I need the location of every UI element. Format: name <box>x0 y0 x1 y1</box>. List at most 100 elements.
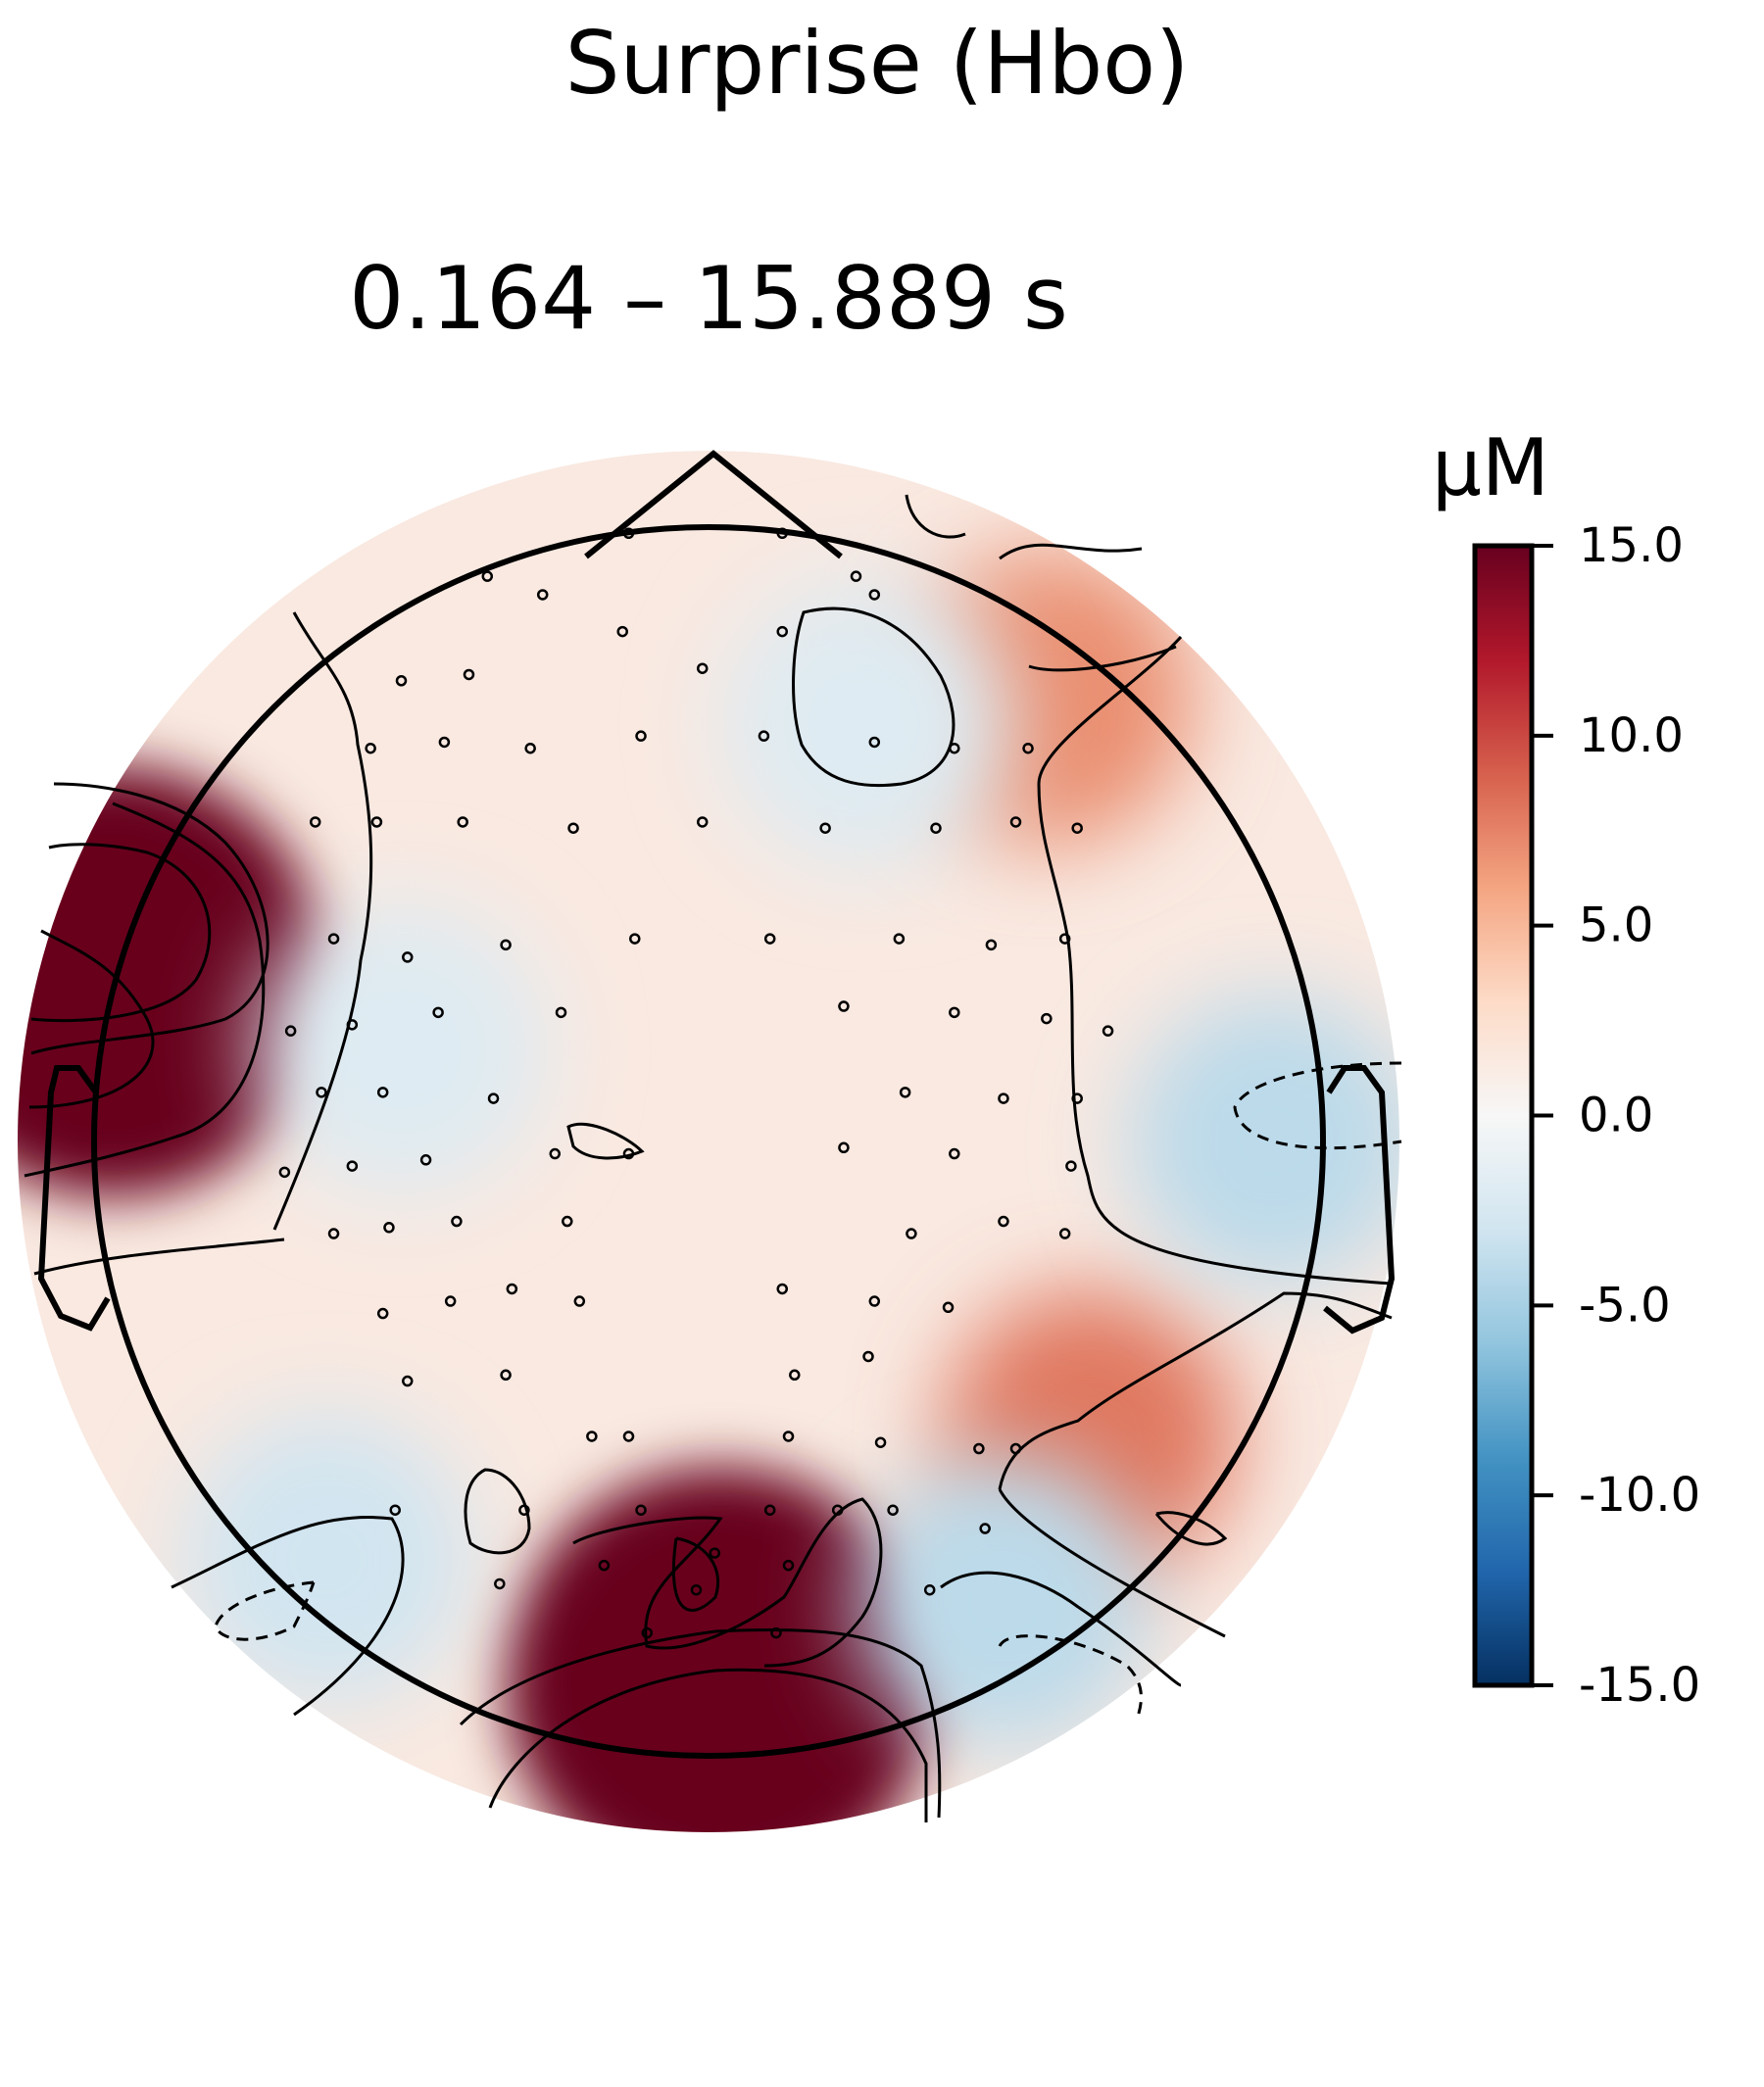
contour-line <box>33 1238 285 1276</box>
sensor-marker <box>949 1147 960 1160</box>
sensor-marker <box>998 1092 1009 1104</box>
colorbar-label: µM <box>1432 422 1549 513</box>
sensor-marker <box>438 736 451 749</box>
sensor-marker <box>868 589 881 601</box>
sensor-marker <box>1009 1442 1022 1455</box>
head-right-ear <box>1323 1065 1396 1335</box>
sensor-marker <box>598 1559 611 1572</box>
sensor-marker <box>1058 1228 1071 1239</box>
sensor-marker <box>500 1369 512 1382</box>
contour-line <box>566 1122 645 1160</box>
colorbar-tick-label: 15.0 <box>1579 518 1684 573</box>
sensor-marker <box>838 1141 850 1154</box>
sensor-marker <box>419 1154 432 1166</box>
sensor-marker <box>789 1369 801 1382</box>
sensor-marker <box>536 589 549 601</box>
sensor-marker <box>481 570 494 582</box>
sensors <box>278 527 1114 1639</box>
sensor-marker <box>365 742 376 754</box>
sensor-marker <box>327 1228 340 1239</box>
sensor-marker <box>998 1215 1009 1228</box>
colorbar: µM -15.0 -10.0 -5.0 0.0 5.0 10.0 15.0 <box>1432 422 1700 1713</box>
colorbar-tick-label: 0.0 <box>1579 1089 1653 1143</box>
sensor-marker <box>782 1431 795 1442</box>
sensor-marker <box>893 933 906 945</box>
sensor-marker <box>831 1504 844 1516</box>
sensor-marker <box>1071 1092 1083 1104</box>
sensor-marker <box>949 742 960 754</box>
contour-line <box>572 1497 883 1668</box>
sensor-marker <box>782 1559 795 1572</box>
heat-region-occipital-peak <box>505 1466 937 1832</box>
sensor-marker <box>776 1283 788 1295</box>
sensor-marker <box>985 939 998 951</box>
sensor-marker <box>500 939 512 951</box>
contour-line <box>1037 635 1393 1286</box>
heat-region-left-central-negative <box>254 901 549 1196</box>
colorbar-ticks: -15.0 -10.0 -5.0 0.0 5.0 10.0 15.0 <box>1532 518 1700 1713</box>
sensor-marker <box>346 1019 359 1031</box>
sensor-marker <box>562 1215 573 1228</box>
sensor-marker <box>622 1147 635 1160</box>
sensor-marker <box>641 1626 654 1639</box>
sensor-marker <box>1041 1012 1053 1025</box>
contour-line <box>1233 1061 1402 1150</box>
head-nose <box>584 450 843 559</box>
topomap-heat <box>18 451 1399 1832</box>
head-circle <box>91 524 1326 1759</box>
sensor-marker <box>709 1547 721 1559</box>
sensor-marker <box>770 1626 782 1639</box>
contour-line <box>998 1291 1393 1490</box>
heat-region-right-temporal-negative <box>1126 995 1399 1288</box>
sensor-marker <box>457 816 468 828</box>
sensor-marker <box>494 1577 506 1590</box>
sensor-marker <box>567 822 579 834</box>
colorbar-tick-label: -5.0 <box>1579 1278 1671 1333</box>
contour-line <box>24 801 266 1178</box>
sensor-marker <box>635 730 647 742</box>
sensor-marker <box>451 1215 463 1228</box>
sensor-marker <box>776 625 788 638</box>
sensor-marker <box>395 675 408 687</box>
sensor-marker <box>850 570 862 582</box>
sensor-marker <box>868 1295 881 1307</box>
heat-region-left-occipital-negative <box>180 1412 475 1707</box>
sensor-marker <box>949 1006 960 1019</box>
sensor-marker <box>819 822 831 834</box>
sensor-marker <box>887 1504 899 1516</box>
sensor-marker <box>518 1504 530 1516</box>
sensor-marker <box>1065 1160 1077 1172</box>
colorbar-tick-label: 5.0 <box>1579 898 1653 953</box>
sensor-marker <box>370 816 383 828</box>
contour-line <box>792 607 956 788</box>
colorbar-tick-label: 10.0 <box>1579 708 1684 763</box>
contour-line <box>998 1634 1143 1721</box>
sensor-marker <box>463 668 475 681</box>
sensor-marker <box>979 1523 991 1534</box>
sensor-marker <box>763 933 776 945</box>
sensor-marker <box>696 816 709 828</box>
topomap <box>18 450 1402 1832</box>
sensor-marker <box>1071 822 1083 834</box>
contour-line <box>998 1488 1226 1638</box>
sensor-marker <box>1022 742 1034 754</box>
sensor-marker <box>635 1504 647 1516</box>
sensor-marker <box>906 1228 917 1239</box>
contour-line <box>464 1468 531 1555</box>
sensor-marker <box>389 1504 401 1516</box>
sensor-marker <box>573 1295 586 1307</box>
sensor-marker <box>549 1147 561 1160</box>
sensor-marker <box>690 1583 703 1596</box>
heat-region-frontal-negative <box>721 576 1016 871</box>
sensor-marker <box>923 1583 936 1596</box>
sensor-marker <box>524 742 536 754</box>
topomap-regions <box>18 552 1399 1832</box>
sensor-marker <box>316 1087 327 1098</box>
sensor-marker <box>763 1504 776 1516</box>
sensor-marker <box>973 1442 985 1455</box>
contour-line <box>1154 1511 1228 1546</box>
sensor-marker <box>309 816 321 828</box>
head-left-ear <box>37 1065 111 1332</box>
sensor-marker <box>758 730 770 742</box>
